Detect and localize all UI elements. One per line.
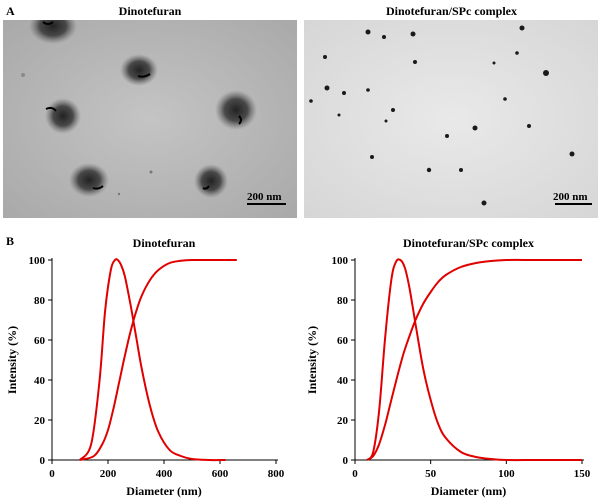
tem-image-dinotefuran: 200 nm [3,20,297,218]
y-tick-label: 60 [337,335,349,347]
x-tick-label: 200 [100,468,117,480]
dls-chart-complex: Dinotefuran/SPc complex 0 20 40 60 80 100 0 50 10… [305,236,591,498]
y-tick-label: 0 [343,455,349,467]
dls-chart-dinotefuran: Dinotefuran 0 20 40 60 80 100 0 200 400 600 800 Diam… [5,236,285,498]
scale-bar-label-right: 200 nm [553,191,588,203]
nanoparticle-blobs [21,20,257,198]
y-tick-label: 100 [29,255,46,267]
y-tick-label: 40 [34,375,46,387]
x-tick-label: 400 [156,468,173,480]
x-tick-label: 800 [268,468,285,480]
cumulative-curve [79,258,237,461]
y-tick-label: 100 [332,255,349,267]
x-tick-label: 50 [425,468,437,480]
distribution-curve [366,258,582,462]
y-tick-label: 20 [337,415,349,427]
complex-particles [309,25,575,206]
x-tick-label: 150 [574,468,591,480]
y-axis-label: Intensity (%) [5,326,19,394]
chart-title: Dinotefuran [133,236,196,250]
scale-bar-label-left: 200 nm [247,191,282,203]
x-tick-label: 100 [498,468,515,480]
y-tick-label: 0 [40,455,46,467]
y-tick-label: 20 [34,415,46,427]
chart-title: Dinotefuran/SPc complex [403,236,534,250]
y-axis-label: Intensity (%) [305,326,319,394]
panel-letter-b: B [6,234,15,248]
distribution-curve [79,258,226,462]
x-axis-label: Diameter (nm) [126,484,201,498]
tem-title-dinotefuran: Dinotefuran [118,4,182,18]
tem-title-complex: Dinotefuran/SPc complex [386,4,517,18]
x-axis-label: Diameter (nm) [431,484,506,498]
y-tick-label: 80 [337,295,349,307]
y-tick-label: 80 [34,295,46,307]
cumulative-curve [366,258,582,461]
x-tick-label: 600 [212,468,229,480]
y-tick-label: 40 [337,375,349,387]
x-tick-label: 0 [49,468,55,480]
tem-image-complex: 200 nm [304,20,598,218]
y-tick-label: 60 [34,335,46,347]
panel-letter-a: A [6,4,15,18]
x-tick-label: 0 [352,468,358,480]
